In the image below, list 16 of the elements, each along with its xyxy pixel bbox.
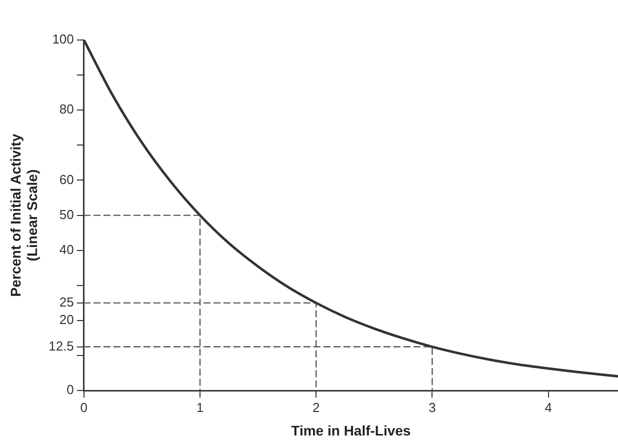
x-tick-label: 0 <box>80 400 88 415</box>
x-tick-label: 3 <box>428 400 436 415</box>
y-axis-title: Percent of Initial Activity (Linear Scale) <box>7 134 40 297</box>
y-tick-label: 100 <box>52 32 74 47</box>
y-tick-label: 50 <box>59 206 74 222</box>
y-tick-label: 20 <box>59 312 74 328</box>
x-tick-label: 4 <box>544 400 552 415</box>
y-tick-label: 0 <box>66 382 74 398</box>
y-tick-label: 12.5 <box>48 338 74 354</box>
y-tick-label: 25 <box>59 294 74 310</box>
y-tick-label: 80 <box>59 102 74 117</box>
x-tick-label: 1 <box>196 400 204 415</box>
y-tick-label: 60 <box>59 172 74 187</box>
y-tick-label: 40 <box>59 242 74 257</box>
x-axis-title: Time in Half-Lives <box>291 422 411 438</box>
x-tick-label: 2 <box>312 400 320 415</box>
